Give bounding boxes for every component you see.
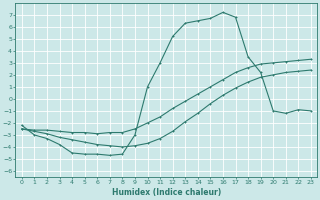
- X-axis label: Humidex (Indice chaleur): Humidex (Indice chaleur): [112, 188, 221, 197]
